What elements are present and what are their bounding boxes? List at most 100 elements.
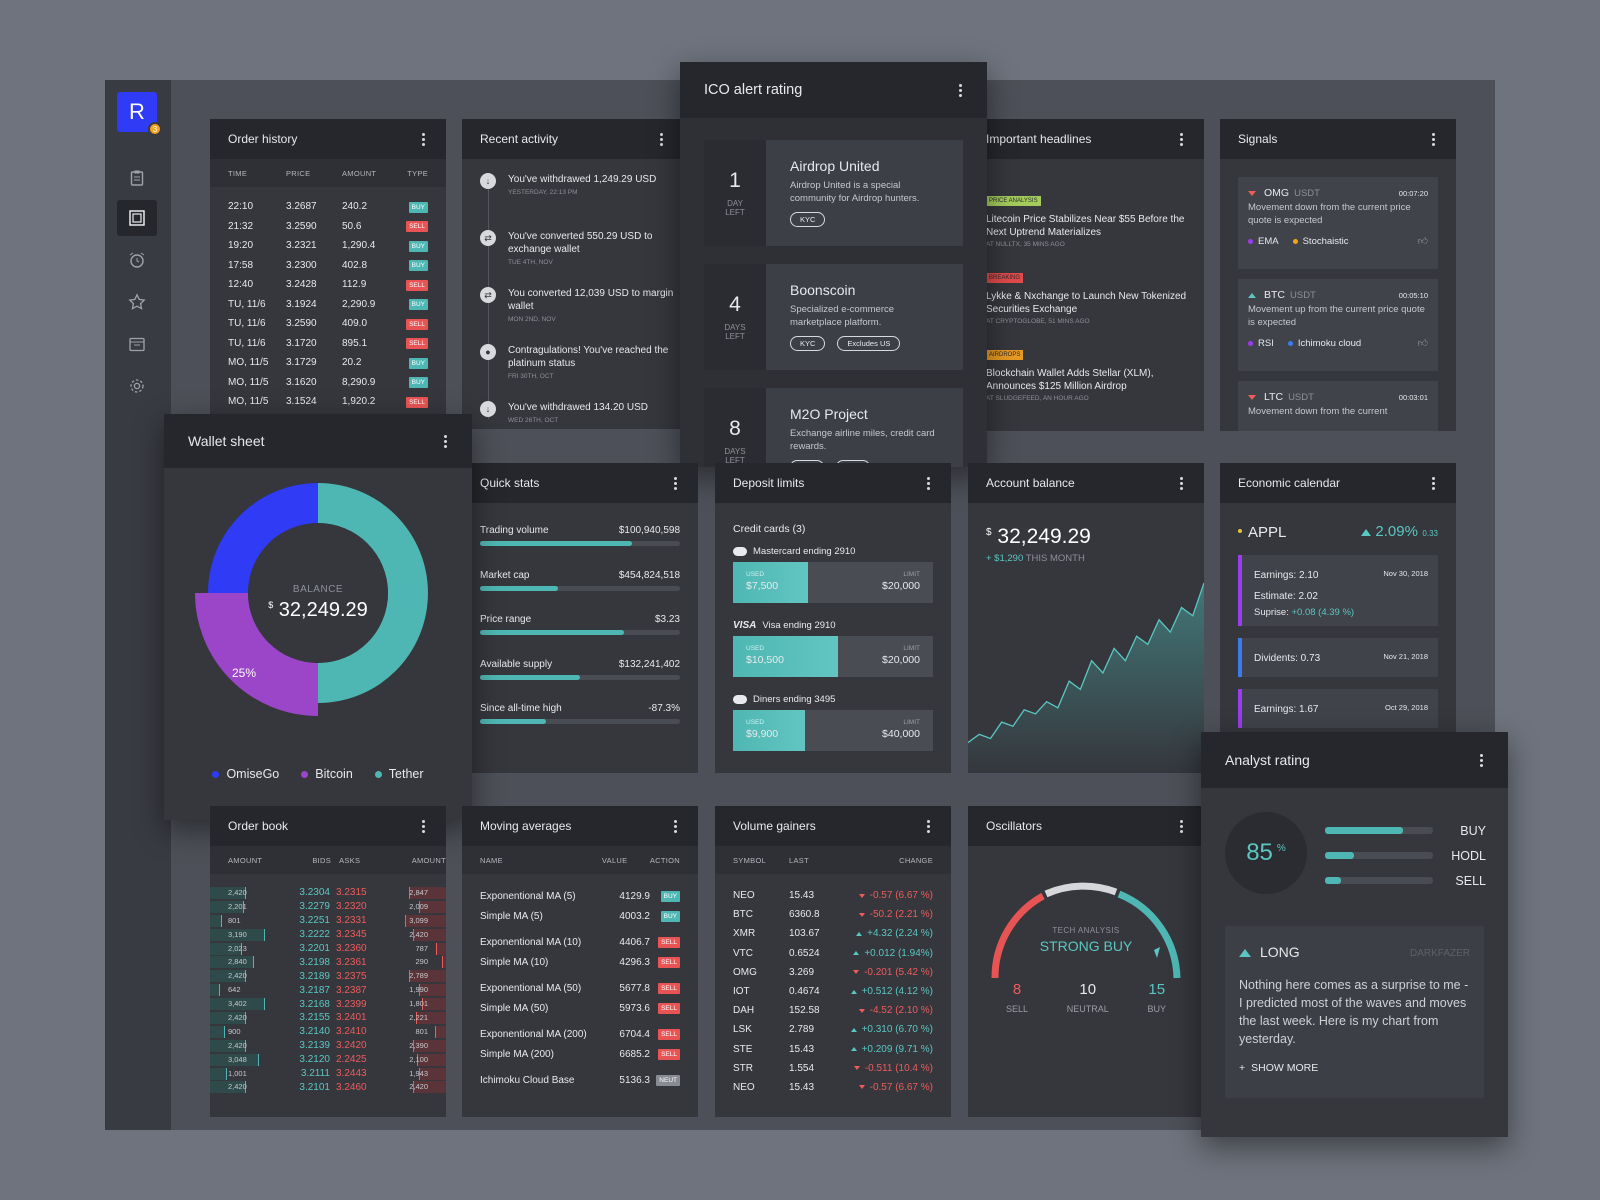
table-row[interactable]: TU, 11/6 3.1924 2,290.9 BUY <box>210 295 446 315</box>
table-row[interactable]: 17:58 3.2300 402.8 BUY <box>210 256 446 276</box>
table-row[interactable]: TU, 11/6 3.2590 409.0 SELL <box>210 314 446 334</box>
econ-event[interactable]: Earnings: 1.67 Oct 29, 2018 <box>1238 689 1438 728</box>
headline-item[interactable]: BREAKING Lykke & Nxchange to Launch New T… <box>986 266 1190 343</box>
table-row[interactable]: 2,420 3.2189 3.2375 2,789 <box>210 969 446 983</box>
table-row[interactable]: 2,420 3.2304 3.2315 2,847 <box>210 886 446 900</box>
more-icon[interactable] <box>955 83 965 97</box>
table-row[interactable]: 1,001 3.2111 3.2443 1,943 <box>210 1067 446 1081</box>
table-row[interactable]: STE 15.43 +0.209 (9.71 %) <box>733 1040 933 1059</box>
legend-item[interactable]: Bitcoin <box>301 767 353 781</box>
more-icon[interactable] <box>1428 132 1438 146</box>
more-icon[interactable] <box>1176 132 1186 146</box>
more-icon[interactable] <box>1176 819 1186 833</box>
table-row[interactable]: 3,402 3.2168 3.2399 1,801 <box>210 997 446 1011</box>
thumbs-up-icon[interactable]: 👍︎ <box>1417 338 1428 349</box>
table-row[interactable]: BTC 6360.8 -50.2 (2.21 %) <box>733 905 933 924</box>
table-row[interactable]: DAH 152.58 -4.52 (2.10 %) <box>733 1001 933 1020</box>
table-row[interactable]: Simple MA (5) 4003.2 BUY <box>480 906 680 926</box>
table-row[interactable]: XMR 103.67 +4.32 (2.24 %) <box>733 924 933 943</box>
alarm-icon[interactable] <box>117 242 157 278</box>
ico-tag[interactable]: KYC <box>790 212 826 227</box>
table-row[interactable]: 19:20 3.2321 1,290.4 BUY <box>210 236 446 256</box>
more-icon[interactable] <box>1176 476 1186 490</box>
table-row[interactable]: Simple MA (200) 6685.2 SELL <box>480 1044 680 1064</box>
table-row[interactable]: 3,190 3.2222 3.2345 2,420 <box>210 928 446 942</box>
more-icon[interactable] <box>418 132 428 146</box>
table-row[interactable]: MO, 11/5 3.1729 20.2 BUY <box>210 353 446 373</box>
headline-item[interactable]: PRICE ANALYSIS Litecoin Price Stabilizes … <box>986 189 1190 266</box>
econ-event[interactable]: Dividents: 0.73 Nov 21, 2018 <box>1238 638 1438 677</box>
ico-tag[interactable]: Excludes US <box>837 336 901 351</box>
table-row[interactable]: 801 3.2251 3.2331 3,099 <box>210 914 446 928</box>
table-row[interactable]: 22:10 3.2687 240.2 BUY <box>210 197 446 217</box>
ico-item[interactable]: 1 DAY LEFT Airdrop United Airdrop United is … <box>704 140 963 246</box>
ico-item[interactable]: 4 DAYS LEFT Boonscoin Specialized e-commerce… <box>704 264 963 370</box>
activity-item[interactable]: ↓ You've withdrawed 134.20 USD WED 26TH, O… <box>480 401 674 429</box>
table-row[interactable]: 2,023 3.2201 3.2360 787 <box>210 942 446 956</box>
donut-slice[interactable] <box>208 483 318 593</box>
table-row[interactable]: 21:32 3.2590 50.6 SELL <box>210 217 446 237</box>
activity-item[interactable]: ● Contragulations! You've reached the pla… <box>480 344 674 401</box>
table-row[interactable]: TU, 11/6 3.1720 895.1 SELL <box>210 334 446 354</box>
dashboard-icon[interactable] <box>117 200 157 236</box>
table-row[interactable]: 3,048 3.2120 2.2425 2,100 <box>210 1053 446 1067</box>
signal-item[interactable]: LTC USDT 00:03:01 Movement down from the cu… <box>1238 381 1438 431</box>
table-row[interactable]: 2,201 3.2279 3.2320 2,009 <box>210 900 446 914</box>
table-row[interactable]: OMG 3.269 -0.201 (5.42 %) <box>733 963 933 982</box>
app-logo[interactable]: R 3 <box>117 92 162 136</box>
table-row[interactable]: 2,420 3.2155 3.2401 2,221 <box>210 1011 446 1025</box>
table-row[interactable]: 12:40 3.2428 112.9 SELL <box>210 275 446 295</box>
table-row[interactable]: IOT 0.4674 +0.512 (4.12 %) <box>733 982 933 1001</box>
econ-event[interactable]: Earnings: 2.10 Estimate: 2.02 Suprise: +0.… <box>1238 555 1438 626</box>
star-icon[interactable] <box>117 284 157 320</box>
thumbs-up-icon[interactable]: 👍︎ <box>1417 236 1428 247</box>
table-row[interactable]: Simple MA (10) 4296.3 SELL <box>480 952 680 972</box>
table-row[interactable]: Simple MA (50) 5973.6 SELL <box>480 998 680 1018</box>
signal-item[interactable]: OMG USDT 00:07:20 Movement down from the cu… <box>1238 177 1438 269</box>
more-icon[interactable] <box>923 819 933 833</box>
table-row[interactable]: 2,420 3.2139 3.2420 2,390 <box>210 1039 446 1053</box>
table-row[interactable]: Exponentional MA (10) 4406.7 SELL <box>480 932 680 952</box>
activity-item[interactable]: ↓ You've withdrawed 1,249.29 USD YESTERDAY… <box>480 173 674 230</box>
more-icon[interactable] <box>418 819 428 833</box>
table-row[interactable]: NEO 15.43 -0.57 (6.67 %) <box>733 1078 933 1097</box>
card-limit-row[interactable]: VISA Visa ending 2910 USED $10,500 LIMIT $20,… <box>733 620 933 694</box>
table-row[interactable]: 900 3.2140 3.2410 801 <box>210 1025 446 1039</box>
table-row[interactable]: MO, 11/5 3.1620 8,290.9 BUY <box>210 373 446 393</box>
post-author[interactable]: DARKFAZER <box>1409 947 1470 959</box>
gear-icon[interactable] <box>117 368 157 404</box>
table-row[interactable]: STR 1.554 -0.511 (10.4 %) <box>733 1059 933 1078</box>
more-icon[interactable] <box>1428 476 1438 490</box>
activity-item[interactable]: ⇄ You've converted 550.29 USD to exchange… <box>480 230 674 287</box>
more-icon[interactable] <box>670 819 680 833</box>
headline-item[interactable]: AIRDROPS Blockchain Wallet Adds Stellar (… <box>986 343 1190 420</box>
signal-item[interactable]: BTC USDT 00:05:10 Movement up from the curr… <box>1238 279 1438 371</box>
table-row[interactable]: NEO 15.43 -0.57 (6.67 %) <box>733 886 933 905</box>
ico-item[interactable]: 8 DAYS LEFT M2O Project Exchange airline mil… <box>704 388 963 467</box>
calendar-icon[interactable] <box>117 326 157 362</box>
table-row[interactable]: LSK 2.789 +0.310 (6.70 %) <box>733 1020 933 1039</box>
donut-slice[interactable] <box>195 593 318 716</box>
table-row[interactable]: Ichimoku Cloud Base 5136.3 NEUT <box>480 1070 680 1090</box>
card-limit-row[interactable]: Diners ending 3495 USED $9,900 LIMIT $40,000 <box>733 694 933 768</box>
more-icon[interactable] <box>656 132 666 146</box>
legend-item[interactable]: Tether <box>374 767 424 781</box>
legend-item[interactable]: OmiseGo <box>212 767 279 781</box>
ico-tag[interactable]: KYC <box>790 336 826 351</box>
table-row[interactable]: 2,420 3.2101 3.2460 2,420 <box>210 1080 446 1094</box>
more-icon[interactable] <box>923 476 933 490</box>
table-row[interactable]: MO, 11/5 3.1524 1,920.2 SELL <box>210 392 446 412</box>
table-row[interactable]: Exponentional MA (5) 4129.9 BUY <box>480 886 680 906</box>
more-icon[interactable] <box>1476 753 1486 767</box>
table-row[interactable]: 642 3.2187 3.2387 1,990 <box>210 983 446 997</box>
show-more-button[interactable]: + SHOW MORE <box>1239 1062 1470 1074</box>
clipboard-icon[interactable] <box>117 160 157 196</box>
table-row[interactable]: Exponentional MA (200) 6704.4 SELL <box>480 1024 680 1044</box>
table-row[interactable]: VTC 0.6524 +0.012 (1.94%) <box>733 944 933 963</box>
more-icon[interactable] <box>670 476 680 490</box>
table-row[interactable]: 2,840 3.2198 3.2361 290 <box>210 955 446 969</box>
donut-slice[interactable] <box>318 483 428 703</box>
card-limit-row[interactable]: Mastercard ending 2910 USED $7,500 LIMIT $20… <box>733 546 933 620</box>
table-row[interactable]: Exponentional MA (50) 5677.8 SELL <box>480 978 680 998</box>
more-icon[interactable] <box>440 434 450 448</box>
